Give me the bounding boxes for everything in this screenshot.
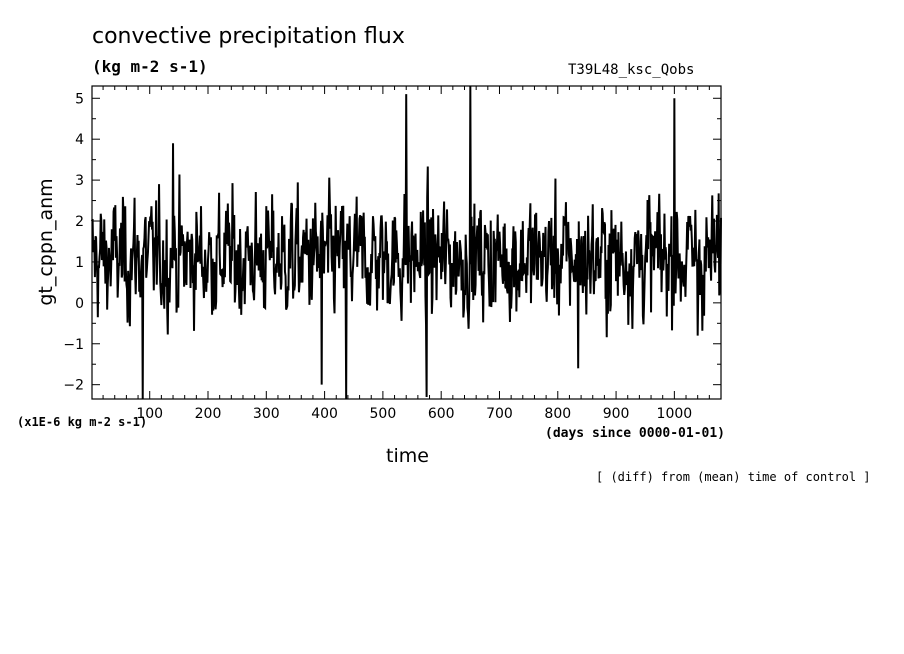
y-tick-label: −2	[63, 378, 84, 394]
y-tick-label: 0	[75, 296, 84, 312]
series-line	[91, 85, 722, 400]
x-tick-label: 600	[428, 406, 455, 422]
operation-note: [ (diff) from (mean) time of control ]	[596, 470, 871, 484]
variable-units: (kg m-2 s-1)	[92, 57, 208, 76]
y-tick-label: 2	[75, 214, 84, 230]
y-units-note: (x1E-6 kg m-2 s-1)	[17, 415, 148, 429]
chart-title: convective precipitation flux	[92, 24, 405, 49]
x-tick-label: 700	[486, 406, 513, 422]
y-tick-label: 4	[75, 132, 84, 148]
y-tick-label: 5	[75, 91, 84, 107]
x-tick-label: 400	[311, 406, 338, 422]
x-tick-label: 200	[195, 406, 222, 422]
x-tick-label: 500	[370, 406, 397, 422]
x-tick-label: 800	[544, 406, 571, 422]
x-units-note: (days since 0000-01-01)	[545, 426, 726, 441]
x-axis-label: time	[386, 445, 429, 467]
series-path	[91, 85, 722, 400]
run-name: T39L48_ksc_Qobs	[568, 62, 695, 78]
x-tick-label: 100	[136, 406, 163, 422]
x-tick-label: 900	[603, 406, 630, 422]
x-tick-label: 300	[253, 406, 280, 422]
y-tick-label: 1	[75, 255, 84, 271]
y-tick-label: 3	[75, 173, 84, 189]
x-tick-label: 1000	[657, 406, 693, 422]
axes: 100 200 300 400 500 600 700 800 900 1000 −2 −1 0 1 2 3 4…	[63, 85, 722, 422]
y-tick-label: −1	[63, 337, 84, 353]
y-axis-label: gt_cppn_anm	[35, 178, 57, 305]
